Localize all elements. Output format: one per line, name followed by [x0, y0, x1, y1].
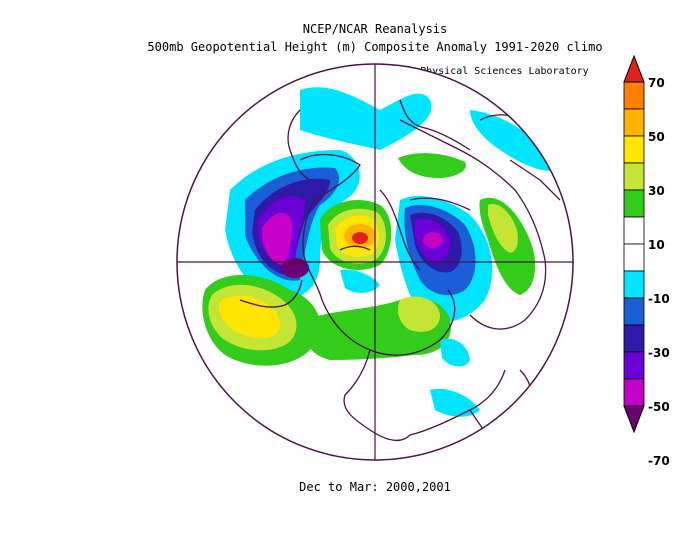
colorbar-label: 70 [648, 76, 665, 90]
map-border [176, 63, 574, 461]
colorbar-label: 10 [648, 238, 665, 252]
colorbar-box [623, 162, 645, 191]
negative-anomaly-center-greenland [281, 258, 309, 278]
credit-label: NOAA Physical Sciences Laboratory [390, 66, 589, 77]
coastlines [239, 99, 566, 451]
positive-anomaly-center-arctic [352, 232, 368, 244]
colorbar-top-arrow [623, 54, 645, 83]
colorbar-label: 50 [648, 130, 665, 144]
colorbar-box [623, 81, 645, 110]
colorbar-box [623, 351, 645, 380]
colorbar-box [623, 216, 645, 245]
negative-anomaly-region-central-cyan [340, 269, 380, 293]
colorbar-box [623, 243, 645, 272]
colorbar-box [623, 324, 645, 353]
positive-anomaly-region-europe [398, 153, 466, 178]
colorbar-boxes [623, 81, 645, 407]
negative-anomaly-region-greenland-magenta [262, 213, 292, 265]
colorbar-box [623, 108, 645, 137]
colorbar-box [623, 297, 645, 326]
plot-title-dataset: NCEP/NCAR Reanalysis [302, 22, 448, 36]
anomaly-field [202, 87, 566, 451]
date-range-label: Dec to Mar: 2000,2001 [299, 480, 451, 494]
colorbar-label: 30 [648, 184, 665, 198]
negative-anomaly-region-atlantic [430, 388, 480, 417]
colorbar-box [623, 135, 645, 164]
positive-anomaly-region-asia-lime [488, 204, 518, 253]
negative-anomaly-region-north-atlantic [300, 87, 432, 150]
colorbar-label: -50 [648, 400, 670, 414]
colorbar-label: -10 [648, 292, 670, 306]
colorbar-label: -70 [648, 454, 670, 468]
negative-anomaly-region-south-cyan [440, 338, 470, 367]
negative-anomaly-region-upper-right [470, 110, 560, 171]
colorbar-bottom-arrow [623, 405, 645, 434]
colorbar-box [623, 270, 645, 299]
colorbar-label: -30 [648, 346, 670, 360]
colorbar-box [623, 378, 645, 407]
plot-title-variable: 500mb Geopotential Height (m) Composite … [147, 40, 603, 54]
negative-anomaly-center-siberia [423, 232, 443, 248]
colorbar-box [623, 189, 645, 218]
positive-anomaly-region-north-america-lime [398, 296, 440, 332]
